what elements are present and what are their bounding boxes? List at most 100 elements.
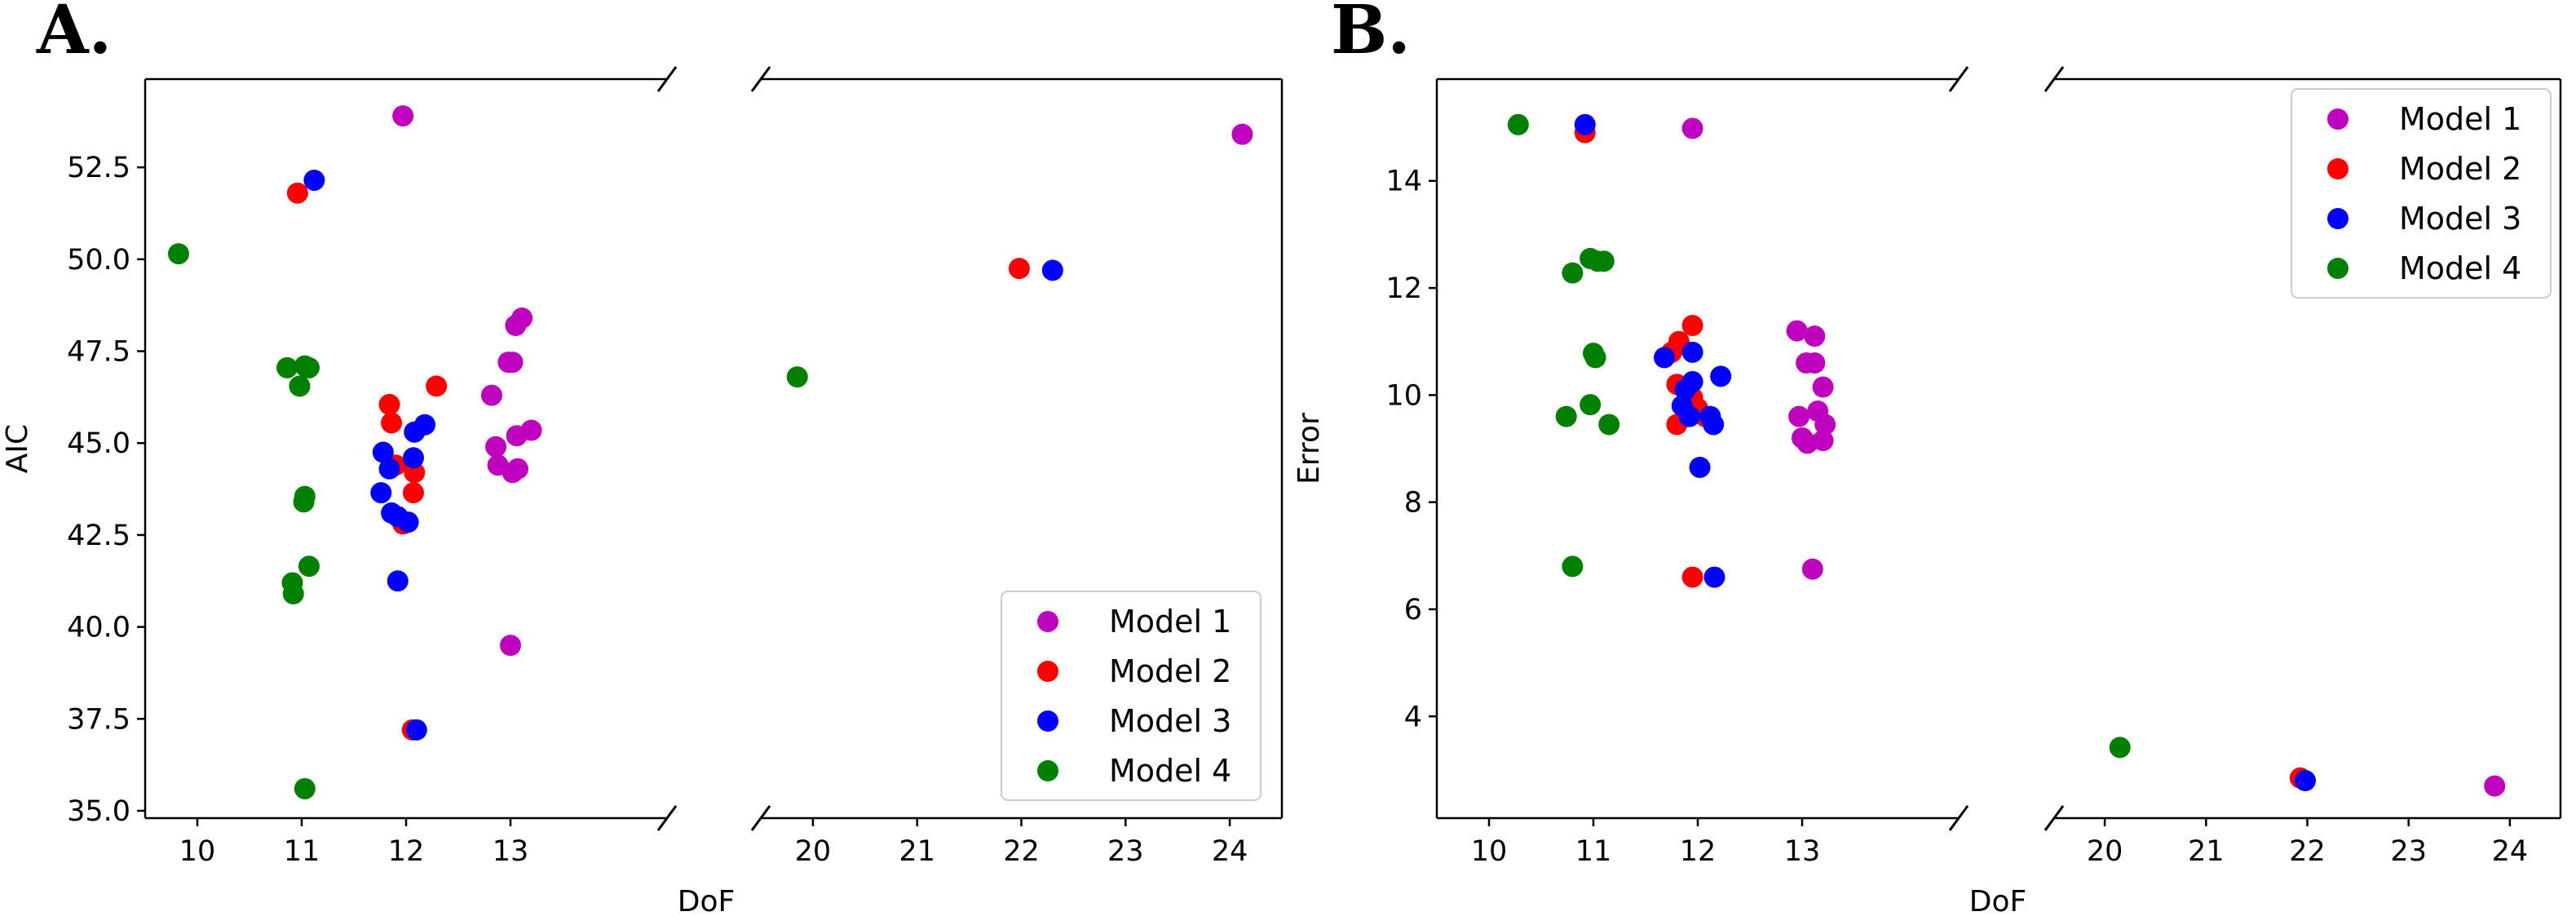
- data-point: [402, 447, 424, 469]
- data-point: [167, 243, 189, 265]
- data-point: [1008, 258, 1030, 280]
- data-point: [293, 491, 315, 513]
- data-point: [1814, 414, 1836, 436]
- data-point: [303, 169, 325, 191]
- legend-entry: Model 1: [1109, 604, 1231, 639]
- axis-break-mark: [2044, 805, 2065, 831]
- y-tick-label: 40.0: [67, 612, 130, 644]
- x-tick-label: 20: [795, 835, 832, 868]
- x-tick-label: 13: [493, 835, 529, 868]
- data-point: [392, 105, 414, 127]
- axis-break-mark: [2044, 66, 2065, 92]
- y-axis-label: Error: [1292, 413, 1326, 485]
- data-point: [397, 511, 419, 533]
- data-point: [786, 366, 808, 388]
- data-point: [370, 482, 392, 504]
- data-point: [426, 375, 448, 397]
- axis-break-mark: [656, 805, 678, 831]
- axis-break-mark: [1948, 66, 1969, 92]
- data-point: [1681, 117, 1703, 139]
- data-point: [387, 570, 409, 592]
- legend-entry: Model 2: [2399, 151, 2521, 187]
- data-point: [1562, 555, 1584, 577]
- y-tick-label: 10: [1385, 379, 1422, 412]
- legend-marker: [1037, 710, 1058, 732]
- legend-entry: Model 3: [2399, 201, 2521, 237]
- legend-marker: [2327, 158, 2348, 179]
- legend-entry: Model 2: [1109, 653, 1231, 689]
- axis-break-mark: [1948, 805, 1969, 831]
- data-point: [381, 412, 403, 434]
- data-point: [276, 356, 298, 378]
- data-point: [294, 777, 316, 799]
- data-point: [1580, 394, 1602, 416]
- data-point: [1507, 113, 1529, 135]
- y-tick-label: 45.0: [67, 427, 130, 460]
- data-point: [1681, 315, 1703, 336]
- data-point: [2484, 775, 2506, 797]
- data-point: [1710, 365, 1732, 387]
- panel-b: B. 4 6 8 10 12 14 10 11 12 13 20 21 22 23 24 DoF Error Mo…: [1292, 0, 2562, 916]
- axis-break-mark: [656, 66, 678, 92]
- x-tick-label: 10: [1471, 835, 1508, 868]
- data-point: [1804, 325, 1826, 347]
- data-point: [1593, 250, 1615, 272]
- x-tick-label: 23: [1107, 835, 1144, 868]
- data-point: [1801, 558, 1823, 580]
- y-tick-label: 35.0: [67, 795, 130, 828]
- panel-a: A. 35.0 37.5 40.0 42.5 45.0 47.5 50.0 52.5 10 11 1…: [1, 0, 1284, 916]
- data-point: [1703, 566, 1725, 588]
- y-tick-label: 50.0: [67, 244, 130, 277]
- x-tick-label: 21: [2188, 835, 2225, 868]
- axis-break-mark: [750, 66, 771, 92]
- data-point: [506, 458, 528, 480]
- x-tick-label: 12: [388, 835, 425, 868]
- x-tick-label: 22: [2289, 835, 2326, 868]
- y-tick-label: 14: [1385, 166, 1422, 198]
- data-point: [1681, 341, 1703, 363]
- legend-marker: [2327, 108, 2348, 130]
- x-tick-label: 20: [2087, 835, 2123, 868]
- x-tick-label: 21: [899, 835, 935, 868]
- x-tick-label: 13: [1784, 835, 1821, 868]
- data-point: [1804, 352, 1826, 374]
- data-point: [1231, 123, 1253, 145]
- legend-entry: Model 4: [2399, 250, 2521, 286]
- data-point: [1574, 113, 1596, 135]
- data-point: [1654, 347, 1676, 369]
- data-point: [1689, 456, 1711, 478]
- legend-entry: Model 3: [1109, 703, 1231, 739]
- data-point: [414, 414, 436, 436]
- legend-marker: [2327, 258, 2348, 279]
- data-point: [520, 419, 542, 441]
- data-point: [378, 458, 400, 480]
- data-point: [1041, 259, 1063, 281]
- data-point: [1812, 430, 1834, 452]
- data-point: [282, 583, 304, 605]
- legend-marker: [1037, 661, 1058, 682]
- data-point: [1786, 320, 1808, 342]
- y-tick-label: 6: [1404, 594, 1422, 626]
- panel-b-label: B.: [1331, 0, 1411, 69]
- legend-entry: Model 1: [2399, 101, 2521, 137]
- data-point: [1562, 262, 1584, 284]
- data-point: [372, 441, 394, 463]
- legend-entry: Model 4: [1109, 753, 1231, 789]
- x-axis-label: DoF: [678, 885, 735, 916]
- data-point: [298, 555, 320, 577]
- x-tick-label: 24: [1212, 835, 1248, 868]
- x-tick-label: 23: [2390, 835, 2427, 868]
- x-axis-label: DoF: [1969, 885, 2026, 916]
- data-point: [500, 635, 521, 657]
- axis-break-mark: [750, 805, 771, 831]
- data-point: [298, 356, 320, 378]
- legend-marker: [1037, 611, 1058, 632]
- y-tick-label: 42.5: [67, 520, 130, 552]
- x-tick-label: 10: [179, 835, 216, 868]
- data-point: [2295, 770, 2317, 792]
- data-point: [289, 375, 311, 397]
- data-point: [286, 182, 308, 204]
- x-tick-label: 22: [1003, 835, 1040, 868]
- panel-a-label: A.: [36, 0, 112, 69]
